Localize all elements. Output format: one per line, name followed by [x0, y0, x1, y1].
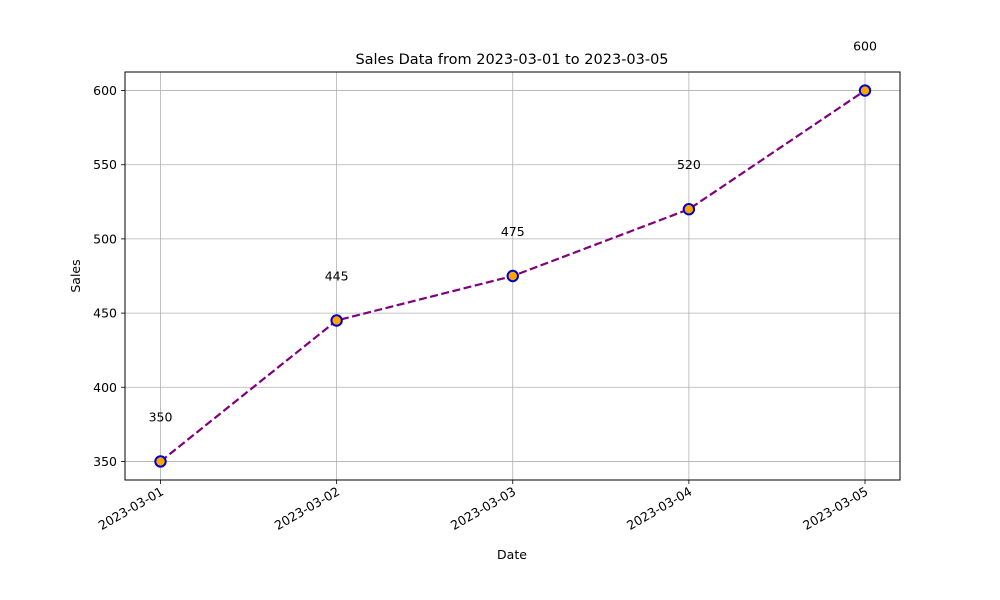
y-tick-label: 450: [93, 306, 117, 321]
data-label: 520: [677, 157, 701, 172]
data-label: 475: [501, 224, 525, 239]
y-tick-label: 600: [93, 83, 117, 98]
data-point: [330, 314, 343, 327]
data-label: 600: [853, 39, 877, 54]
y-tick-label: 400: [93, 380, 117, 395]
series-sales: [154, 84, 872, 468]
data-label: 445: [325, 269, 349, 284]
x-axis-label: Date: [497, 547, 527, 562]
y-axis: 350 400 450 500 550 600: [93, 83, 125, 469]
data-point: [858, 84, 872, 97]
data-label: 350: [149, 409, 173, 424]
chart-title: Sales Data from 2023-03-01 to 2023-03-05: [355, 52, 668, 68]
y-axis-label: Sales: [68, 259, 83, 292]
data-point: [506, 269, 519, 283]
y-tick-label: 500: [93, 231, 117, 246]
y-tick-label: 350: [93, 454, 117, 469]
data-point: [682, 203, 696, 216]
data-labels: 350 445 475 520 600: [149, 39, 877, 425]
y-tick-label: 550: [93, 157, 117, 172]
data-point: [154, 455, 167, 468]
